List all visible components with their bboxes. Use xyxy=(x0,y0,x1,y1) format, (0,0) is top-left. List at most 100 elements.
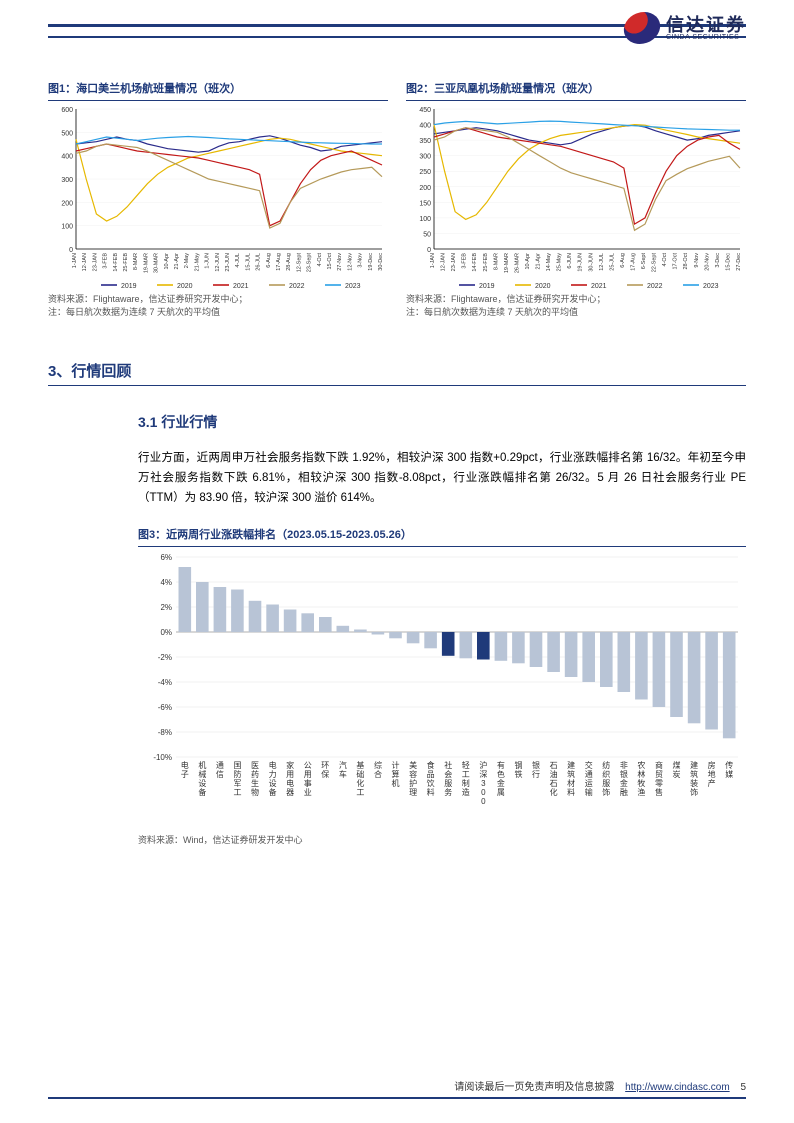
svg-text:6-Aug: 6-Aug xyxy=(266,253,272,268)
svg-text:信: 信 xyxy=(216,769,224,779)
svg-text:会: 会 xyxy=(444,769,452,779)
svg-text:8-MAR: 8-MAR xyxy=(493,253,499,270)
svg-text:14-FEB: 14-FEB xyxy=(113,253,119,272)
svg-text:30-JUN: 30-JUN xyxy=(588,253,594,272)
svg-text:电: 电 xyxy=(286,778,294,788)
svg-text:工: 工 xyxy=(462,770,470,779)
svg-text:15-Oct: 15-Oct xyxy=(327,253,333,270)
svg-text:-10%: -10% xyxy=(153,753,172,762)
svg-text:非: 非 xyxy=(620,760,628,770)
svg-text:25-JUL: 25-JUL xyxy=(609,253,615,271)
svg-text:家: 家 xyxy=(286,760,294,770)
svg-text:12-JUN: 12-JUN xyxy=(215,253,221,272)
svg-text:工: 工 xyxy=(233,788,241,797)
svg-text:计: 计 xyxy=(392,760,400,770)
svg-text:6-Sept: 6-Sept xyxy=(641,253,647,270)
svg-text:3-FEB: 3-FEB xyxy=(103,253,109,269)
svg-text:药: 药 xyxy=(251,769,259,779)
svg-text:用: 用 xyxy=(304,770,312,779)
svg-text:12-Nov: 12-Nov xyxy=(347,253,353,271)
svg-text:基: 基 xyxy=(356,760,364,770)
svg-text:产: 产 xyxy=(708,778,716,788)
svg-text:100: 100 xyxy=(61,224,73,231)
svg-text:深: 深 xyxy=(479,770,487,779)
svg-text:2023: 2023 xyxy=(703,283,719,290)
svg-text:15-JUL: 15-JUL xyxy=(245,253,251,271)
svg-text:25-FEB: 25-FEB xyxy=(123,253,129,272)
svg-text:300: 300 xyxy=(419,154,431,161)
svg-text:理: 理 xyxy=(409,788,417,797)
svg-text:房: 房 xyxy=(708,760,716,770)
svg-text:油: 油 xyxy=(550,769,558,779)
svg-text:化: 化 xyxy=(356,778,364,788)
svg-text:17-Aug: 17-Aug xyxy=(276,253,282,271)
svg-text:450: 450 xyxy=(419,107,431,114)
svg-text:医: 医 xyxy=(251,761,259,770)
svg-text:贸: 贸 xyxy=(655,769,663,779)
subsection-title: 3.1 行业行情 xyxy=(138,412,746,432)
svg-text:3-FEB: 3-FEB xyxy=(462,253,468,269)
svg-text:2%: 2% xyxy=(160,603,172,612)
svg-text:生: 生 xyxy=(251,778,259,788)
svg-text:21-Apr: 21-Apr xyxy=(536,253,542,270)
svg-text:物: 物 xyxy=(251,787,259,797)
svg-text:机: 机 xyxy=(198,760,206,770)
svg-text:备: 备 xyxy=(269,787,277,797)
svg-text:-2%: -2% xyxy=(158,653,172,662)
charts-row: 图1：海口美兰机场航班量情况（班次） 01002003004005006001-… xyxy=(48,78,746,318)
svg-text:农: 农 xyxy=(637,760,645,770)
svg-text:融: 融 xyxy=(620,787,628,797)
svg-text:50: 50 xyxy=(423,231,431,238)
svg-text:设: 设 xyxy=(269,778,277,788)
svg-text:地: 地 xyxy=(708,769,716,779)
svg-text:2022: 2022 xyxy=(289,283,305,290)
svg-text:交: 交 xyxy=(585,760,593,770)
svg-text:15-Dec: 15-Dec xyxy=(725,253,731,271)
svg-text:22-Sept: 22-Sept xyxy=(652,253,658,273)
svg-text:容: 容 xyxy=(409,769,417,779)
svg-text:钢: 钢 xyxy=(514,760,522,770)
svg-text:通: 通 xyxy=(585,769,593,779)
chart2-svg: 0501001502002503003504004501-JAN12-JAN23… xyxy=(406,101,746,291)
svg-text:军: 军 xyxy=(233,779,241,788)
svg-text:合: 合 xyxy=(374,769,382,779)
svg-text:21-Apr: 21-Apr xyxy=(174,253,180,270)
svg-text:牧: 牧 xyxy=(637,778,645,788)
svg-text:金: 金 xyxy=(497,778,505,788)
svg-text:2021: 2021 xyxy=(591,283,607,290)
svg-text:200: 200 xyxy=(61,200,73,207)
svg-text:28-Oct: 28-Oct xyxy=(683,253,689,270)
chart2-title: 图2：三亚凤凰机场航班量情况（班次） xyxy=(406,78,746,101)
svg-text:沪: 沪 xyxy=(479,760,487,770)
svg-text:械: 械 xyxy=(198,769,206,779)
svg-text:通: 通 xyxy=(216,760,224,770)
svg-text:-8%: -8% xyxy=(158,728,172,737)
svg-text:2020: 2020 xyxy=(535,283,551,290)
svg-text:400: 400 xyxy=(61,154,73,161)
svg-text:电: 电 xyxy=(181,760,189,770)
svg-text:工: 工 xyxy=(356,788,364,797)
logo-icon xyxy=(622,12,662,44)
svg-text:250: 250 xyxy=(419,169,431,176)
svg-text:金: 金 xyxy=(620,778,628,788)
svg-text:用: 用 xyxy=(286,770,294,779)
svg-text:4-Oct: 4-Oct xyxy=(662,253,668,267)
svg-text:综: 综 xyxy=(374,760,382,770)
chart1-source: 资料来源：Flightaware，信达证券研究开发中心；注：每日航次数据为连续 … xyxy=(48,293,388,318)
svg-text:料: 料 xyxy=(427,787,435,797)
svg-text:化: 化 xyxy=(550,787,558,797)
svg-text:售: 售 xyxy=(655,787,663,797)
chart1-svg: 01002003004005006001-JAN12-JAN23-JAN3-FE… xyxy=(48,101,388,291)
svg-text:12-JAN: 12-JAN xyxy=(82,253,88,271)
svg-text:14-FEB: 14-FEB xyxy=(472,253,478,272)
svg-text:-4%: -4% xyxy=(158,678,172,687)
footer-link[interactable]: http://www.cindasc.com xyxy=(625,1082,729,1093)
logo-en: CINDA SECURITIES xyxy=(666,34,746,41)
svg-text:饰: 饰 xyxy=(602,787,610,797)
svg-text:运: 运 xyxy=(585,779,593,788)
svg-text:0: 0 xyxy=(427,247,431,254)
svg-text:26-MAR: 26-MAR xyxy=(514,253,520,273)
svg-text:2022: 2022 xyxy=(647,283,663,290)
svg-text:27-Nov: 27-Nov xyxy=(337,253,343,271)
svg-text:3: 3 xyxy=(481,779,486,788)
